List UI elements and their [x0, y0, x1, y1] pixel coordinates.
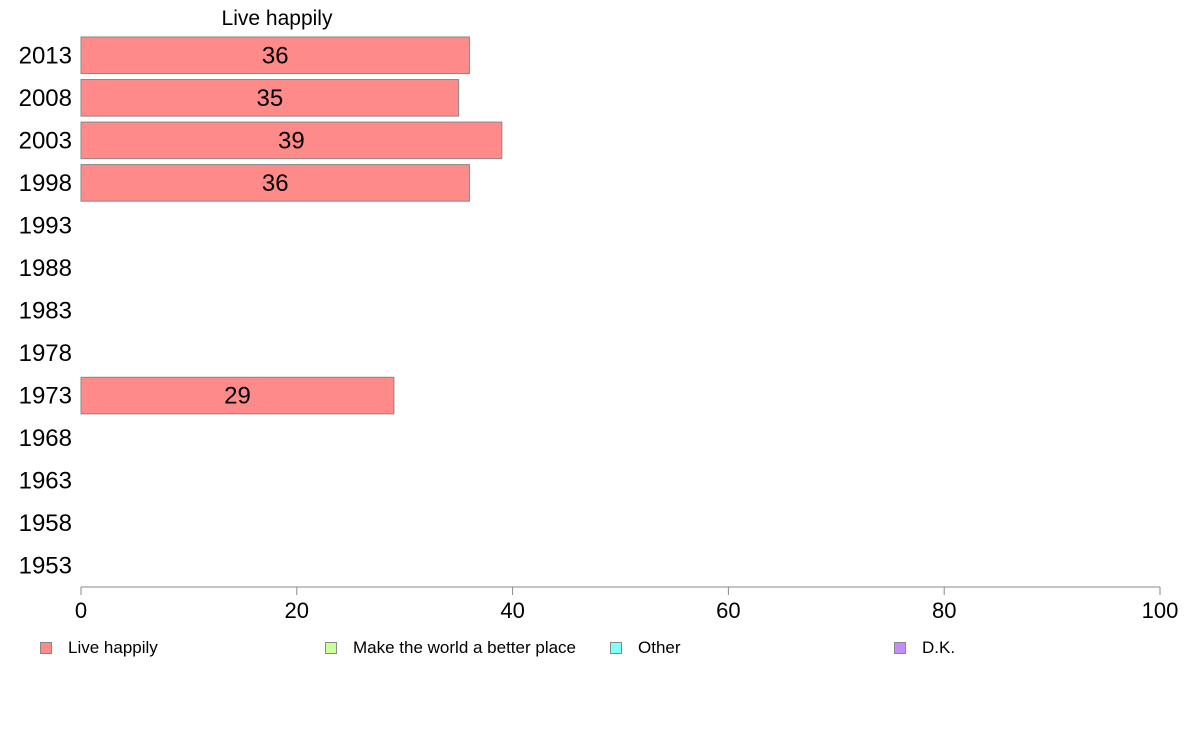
y-tick-label: 1968	[19, 425, 72, 452]
y-tick-label: 1953	[19, 553, 72, 580]
x-tick-label: 60	[716, 598, 740, 623]
x-tick-label: 40	[500, 598, 524, 623]
y-tick-label: 1978	[19, 340, 72, 367]
y-tick-label: 1963	[19, 468, 72, 495]
legend-item-make-world-better: Make the world a better place	[325, 638, 576, 658]
bar	[80, 121, 503, 160]
bar	[80, 36, 470, 75]
legend-item-other: Other	[610, 638, 681, 658]
legend-item-dk: D.K.	[894, 638, 955, 658]
legend-label: D.K.	[922, 638, 956, 657]
x-axis: 0 20 40 60 80 100	[75, 586, 1179, 623]
series-title: Live happily	[222, 7, 333, 30]
y-tick-label: 1958	[19, 510, 72, 537]
legend: Live happily Make the world a better pla…	[0, 638, 1188, 662]
y-axis: 2013 2008 2003 1998 1993 1988 1983 1978 1973 1968…	[19, 42, 72, 579]
data-label: 35	[256, 85, 283, 112]
legend-item-live-happily: Live happily	[40, 638, 158, 658]
y-tick-label: 1988	[19, 255, 72, 282]
bar-chart: Live happily 36 35 39 36 29 2013 2008 2003 1998…	[19, 7, 1179, 623]
data-label: 36	[262, 42, 289, 69]
data-label: 39	[278, 127, 305, 154]
legend-label: Make the world a better place	[353, 638, 577, 657]
y-tick-label: 2008	[19, 85, 72, 112]
y-tick-label: 2003	[19, 127, 72, 154]
y-tick-label: 2013	[19, 42, 72, 69]
data-label: 36	[262, 170, 289, 197]
x-tick-label: 80	[932, 598, 956, 623]
y-tick-label: 1973	[19, 383, 72, 410]
y-tick-label: 1983	[19, 298, 72, 325]
x-tick-label: 100	[1142, 598, 1179, 623]
x-tick-label: 0	[75, 598, 87, 623]
data-label: 29	[224, 383, 251, 410]
bar	[80, 164, 470, 202]
bars-group: 36 35 39 36 29	[80, 36, 503, 415]
legend-swatch	[894, 642, 906, 654]
bar	[80, 376, 395, 415]
legend-swatch	[610, 642, 622, 654]
y-tick-label: 1993	[19, 212, 72, 239]
legend-swatch	[325, 642, 337, 654]
x-tick-label: 20	[285, 598, 309, 623]
legend-label: Live happily	[68, 638, 158, 657]
legend-swatch	[40, 642, 52, 654]
legend-label: Other	[638, 638, 681, 657]
y-tick-label: 1998	[19, 170, 72, 197]
bar	[80, 79, 460, 117]
